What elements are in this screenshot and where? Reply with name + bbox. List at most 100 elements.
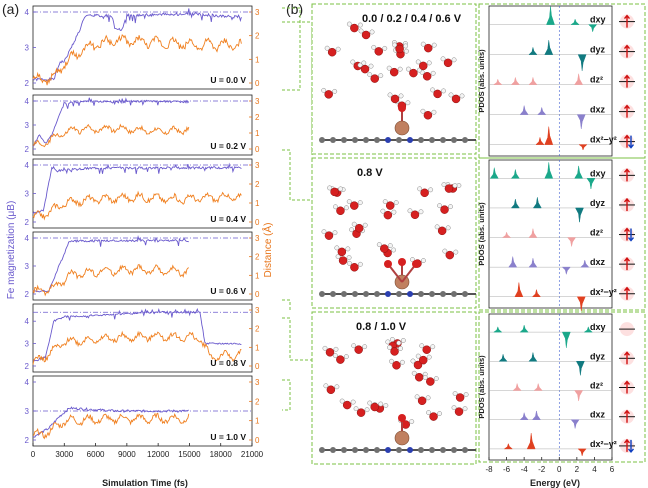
distance-tick-label: 2 <box>255 32 260 41</box>
pdos-peak <box>574 390 584 402</box>
spin-up-arrow-icon <box>623 104 631 118</box>
time-tick-label: 6000 <box>87 450 105 459</box>
voltage-label: U = 0.4 V <box>210 214 246 224</box>
mag-tick-label: 2 <box>25 290 30 299</box>
pdos-peak <box>588 24 598 32</box>
pdos-peak <box>510 199 520 209</box>
time-tick-label: 0 <box>31 450 36 459</box>
structure-voltage-label: 0.0 / 0.2 / 0.4 / 0.6 V <box>362 13 462 25</box>
distance-axis-title: Distance (Å) <box>261 222 274 277</box>
mag-tick-label: 3 <box>25 340 30 349</box>
structure-voltage-label: 0.8 V <box>357 167 383 179</box>
pdos-peak <box>519 324 529 333</box>
mag-tick-label: 2 <box>25 362 30 371</box>
magnetization-series <box>32 406 189 438</box>
magnetization-series <box>32 235 189 293</box>
orbital-label: dxz <box>590 410 606 420</box>
time-tick-label: 18000 <box>210 450 233 459</box>
distance-series <box>32 412 190 440</box>
distance-tick-label: 0 <box>255 362 260 371</box>
spin-down-arrow-icon <box>627 228 635 242</box>
mag-tick-label: 3 <box>25 262 30 271</box>
pdos-peak <box>583 326 593 333</box>
distance-tick-label: 3 <box>255 378 260 387</box>
pdos-peak <box>537 107 547 115</box>
mag-tick-label: 4 <box>25 8 30 17</box>
magnetization-series <box>32 8 242 82</box>
structure-panels: 0.0 / 0.2 / 0.4 / 0.6 V 0.8 V 0.8 / 1.0 V <box>311 3 477 465</box>
spin-up-arrow-icon <box>623 257 631 271</box>
structure-box: 0.8 / 1.0 V <box>311 311 477 465</box>
magnetization-subplot: 2 3 4 0 1 2 3 U = 0.0 V <box>25 5 260 90</box>
mag-tick-label: 2 <box>25 145 30 154</box>
pdos-peak <box>577 54 587 71</box>
pdos-peak <box>528 352 538 362</box>
orbital-label: dz² <box>590 75 603 85</box>
energy-tick-label: -2 <box>538 465 546 474</box>
pdos-peak <box>533 382 543 391</box>
pdos-peak <box>528 258 538 268</box>
distance-tick-label: 3 <box>255 161 260 170</box>
distance-tick-label: 1 <box>255 343 260 352</box>
pdos-peak <box>528 47 538 55</box>
pdos-peak <box>574 73 584 85</box>
spin-up-arrow-icon <box>623 351 631 365</box>
distance-tick-label: 1 <box>255 199 260 208</box>
pdos-peak <box>503 442 513 450</box>
spin-down-arrow-icon <box>627 135 635 149</box>
structure-voltage-label: 0.8 / 1.0 V <box>356 321 407 333</box>
pdos-peak <box>544 40 554 55</box>
distance-tick-label: 2 <box>255 325 260 334</box>
distance-series <box>32 263 189 297</box>
orbital-label: dx²−y² <box>590 135 617 145</box>
pdos-peak <box>577 448 587 457</box>
distance-tick-label: 2 <box>255 253 260 262</box>
distance-tick-label: 1 <box>255 129 260 138</box>
distance-tick-label: 3 <box>255 306 260 315</box>
voltage-label: U = 1.0 V <box>210 432 246 442</box>
pdos-peak <box>501 231 512 238</box>
orbital-label: dxz <box>590 105 606 115</box>
pdos-peak <box>570 419 580 429</box>
magnetization-series <box>32 97 190 148</box>
pdos-peak <box>546 6 555 25</box>
spin-up-arrow-icon <box>623 380 631 394</box>
time-tick-label: 12000 <box>147 450 170 459</box>
mag-tick-label: 2 <box>25 218 30 227</box>
distance-tick-label: 1 <box>255 55 260 64</box>
spin-up-arrow-icon <box>623 74 631 88</box>
fe-atom <box>394 120 410 136</box>
distance-tick-label: 0 <box>255 79 260 88</box>
panel-a-label: (a) <box>2 1 19 17</box>
voltage-label: U = 0.6 V <box>210 286 246 296</box>
distance-tick-label: 1 <box>255 417 260 426</box>
pdos-peak <box>514 282 524 298</box>
mag-tick-label: 4 <box>25 161 30 170</box>
distance-series <box>32 330 242 365</box>
mag-tick-label: 4 <box>25 317 30 326</box>
energy-tick-label: 2 <box>575 465 580 474</box>
pdos-peak <box>580 259 590 268</box>
pdos-axis-title: PDOS (abs. units) <box>477 202 486 266</box>
spin-up-arrow-icon <box>623 14 631 28</box>
energy-tick-label: -6 <box>503 465 511 474</box>
pdos-peak <box>576 114 586 130</box>
distance-tick-label: 3 <box>255 8 260 17</box>
pdos-peak <box>526 433 536 450</box>
spin-up-arrow-icon <box>623 438 631 452</box>
distance-tick-label: 0 <box>255 436 260 445</box>
orbital-label: dz² <box>590 228 603 238</box>
spin-up-arrow-icon <box>623 168 631 182</box>
pdos-peak <box>531 289 541 298</box>
orbital-label: dxz <box>590 257 606 267</box>
time-tick-label: 21000 <box>241 450 264 459</box>
pdos-peak <box>532 197 542 209</box>
energy-axis: -8 -6 -4 -2 0 2 4 6 <box>485 457 615 474</box>
mag-tick-label: 3 <box>25 407 30 416</box>
energy-axis-title: Energy (eV) <box>530 478 580 488</box>
orbital-label: dxy <box>590 168 606 178</box>
panel-a-plots: 2 3 4 0 1 2 3 U = 0.0 V 2 3 4 0 1 2 3 U = 0.2 V 2 3 4 0 1 2 3 U… <box>25 5 264 459</box>
energy-tick-label: 6 <box>610 465 615 474</box>
pdos-group: PDOS (abs. units) dxy dyz dz² dxz dx²−y² <box>477 3 646 159</box>
